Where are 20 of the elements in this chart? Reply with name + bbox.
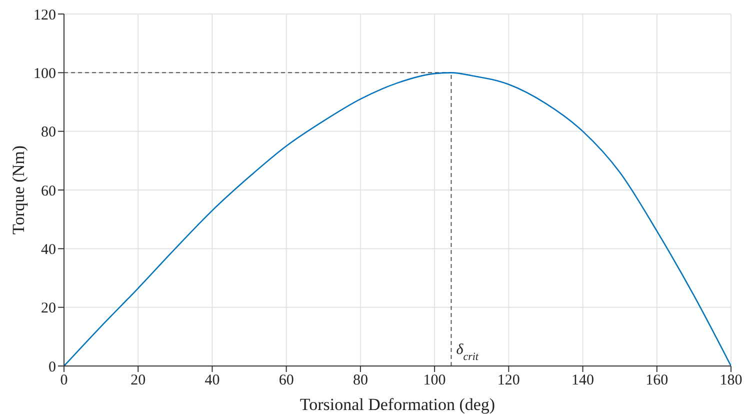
x-tick-label: 140 bbox=[572, 372, 594, 389]
x-tick-label: 60 bbox=[278, 372, 294, 389]
y-tick-label: 0 bbox=[48, 359, 56, 376]
x-tick-label: 180 bbox=[720, 372, 742, 389]
x-axis-title: Torsional Deformation (deg) bbox=[300, 395, 496, 414]
x-tick-label: 80 bbox=[352, 372, 368, 389]
ref-line-label: δ$_{crit}$ bbox=[456, 342, 480, 363]
x-tick-label: 160 bbox=[646, 372, 668, 389]
y-tick-label: 60 bbox=[41, 183, 56, 200]
y-tick-label: 80 bbox=[41, 124, 56, 141]
x-tick-label: 100 bbox=[423, 372, 446, 389]
x-tick-label: 120 bbox=[497, 372, 520, 389]
y-tick-label: 20 bbox=[41, 300, 56, 317]
y-axis-title: Torque (Nm) bbox=[9, 146, 28, 234]
x-tick-label: 20 bbox=[130, 372, 146, 389]
y-tick-label: 100 bbox=[34, 66, 56, 82]
x-tick-label: 0 bbox=[60, 372, 68, 389]
y-tick-label: 120 bbox=[34, 7, 56, 24]
x-tick-label: 40 bbox=[204, 372, 220, 389]
y-tick-label: 40 bbox=[41, 242, 56, 258]
